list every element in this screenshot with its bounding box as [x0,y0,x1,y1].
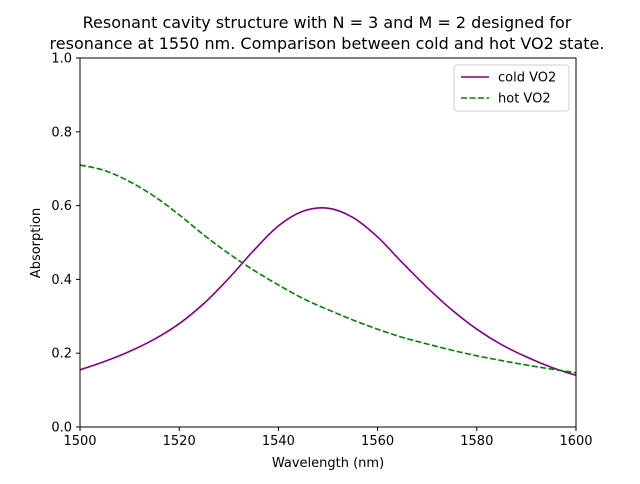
plot-area: 1500 1520 1540 1560 1580 1600 0.0 0.2 0.4 0.6 0.8 1… [51,52,592,450]
legend: cold VO2 hot VO2 [453,64,570,112]
y-tick-label: 0.6 [51,199,72,214]
x-tick-label: 1540 [262,434,295,449]
x-tick-label: 1580 [460,434,493,449]
y-tick-label: 0.2 [51,347,72,362]
x-tick-label: 1560 [361,434,394,449]
x-tick-label: 1600 [559,434,592,449]
chart-title-line-2: resonance at 1550 nm. Comparison between… [50,34,605,53]
x-axis-label: Wavelength (nm) [272,456,384,471]
legend-label: cold VO2 [498,71,556,86]
series-line-hot-vo2 [80,164,576,374]
y-axis-label: Absorption [29,208,44,278]
y-tick-label: 1.0 [51,52,72,67]
legend-label: hot VO2 [498,92,551,107]
chart-title-line-1: Resonant cavity structure with N = 3 and… [83,13,572,32]
series-line-cold-vo2 [80,206,576,377]
x-tick-label: 1500 [63,434,96,449]
y-tick-label: 0.8 [51,125,72,140]
y-tick-label: 0.0 [51,421,72,436]
y-tick-label: 0.4 [51,273,72,288]
x-tick-label: 1520 [163,434,196,449]
axes-frame [79,57,577,428]
